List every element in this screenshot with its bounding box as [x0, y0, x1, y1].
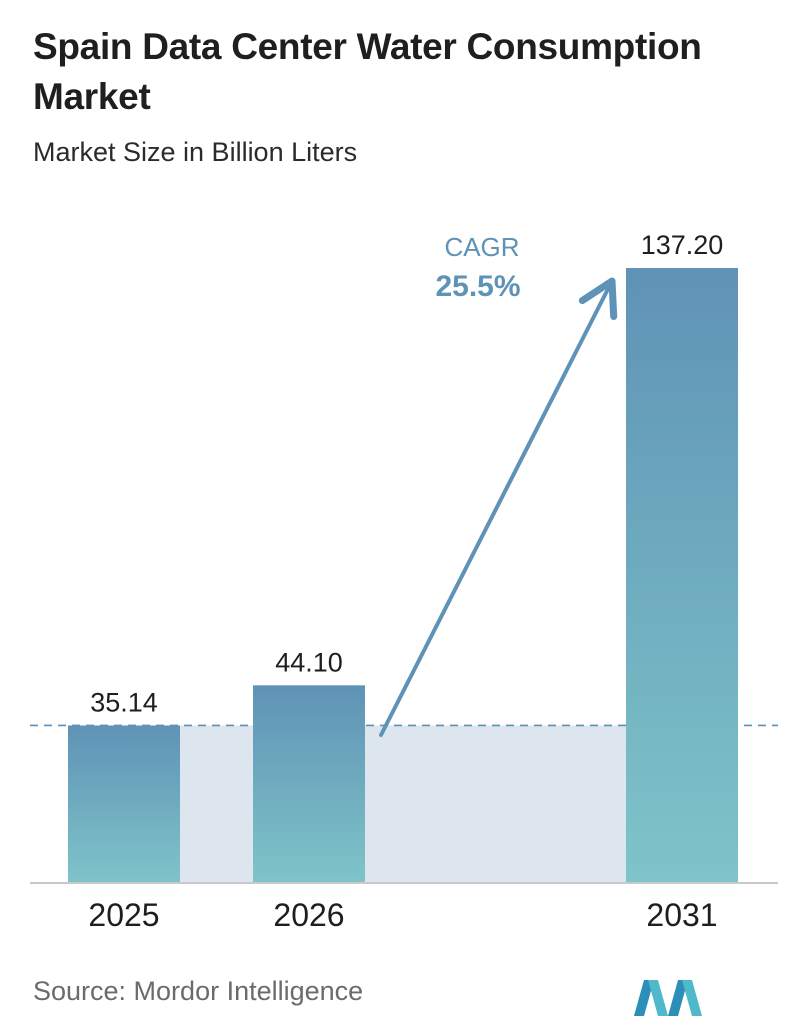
bar-chart: 35.14 44.10 137.20 2025 2026 2031 CAGR 25.5%	[30, 230, 778, 933]
data-label-2031: 137.20	[641, 230, 724, 260]
cagr-arrow	[379, 277, 618, 737]
category-label-2031: 2031	[646, 897, 717, 933]
source-text: Source: Mordor Intelligence	[33, 976, 364, 1006]
data-label-2025: 35.14	[90, 687, 158, 717]
bar-2025	[68, 725, 180, 883]
cagr-value: 25.5%	[435, 270, 520, 303]
category-label-2025: 2025	[88, 897, 159, 933]
cagr-label: CAGR	[444, 232, 519, 262]
bar-2026	[253, 685, 365, 883]
data-label-2026: 44.10	[275, 647, 343, 677]
chart-subtitle: Market Size in Billion Liters	[33, 137, 358, 167]
category-label-2026: 2026	[273, 897, 344, 933]
chart-title: Spain Data Center Water Consumption Mark…	[33, 26, 702, 117]
mordor-intelligence-logo-icon	[634, 980, 702, 1016]
bar-2031	[626, 268, 738, 883]
